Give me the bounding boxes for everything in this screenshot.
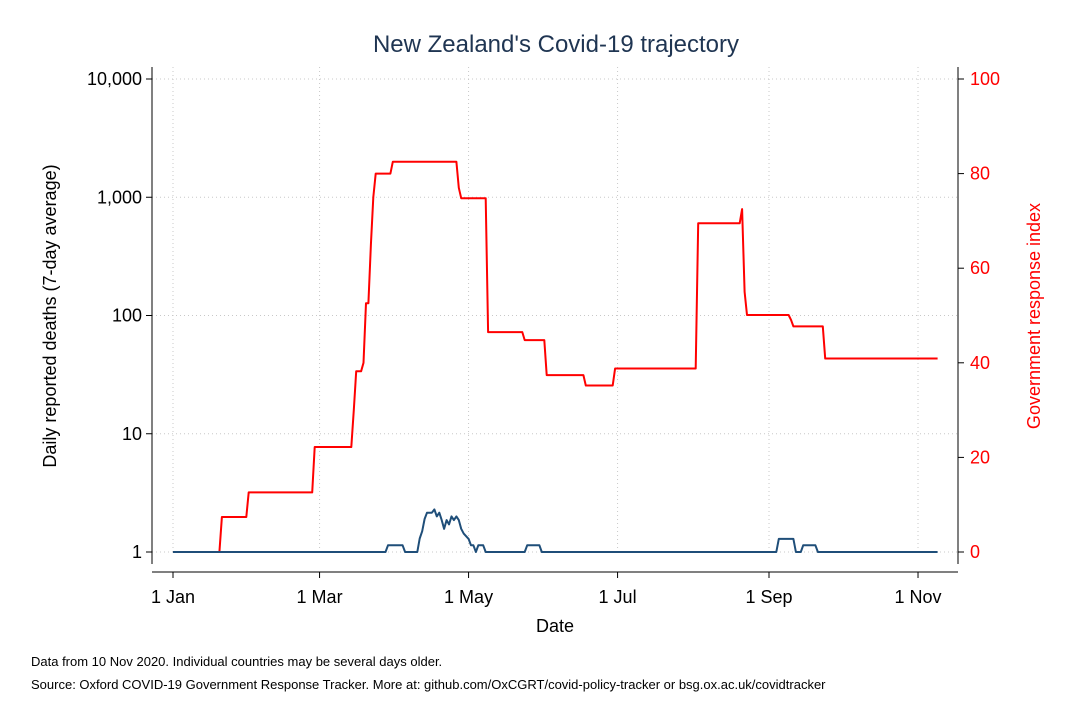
y-left-tick-label: 1,000 bbox=[97, 187, 142, 207]
y-axis-left-label: Daily reported deaths (7-day average) bbox=[40, 164, 60, 467]
x-tick-label: 1 Sep bbox=[745, 587, 792, 607]
x-tick-label: 1 Nov bbox=[895, 587, 942, 607]
series-lines bbox=[173, 160, 938, 553]
chart-title: New Zealand's Covid-19 trajectory bbox=[373, 31, 739, 58]
y-right-tick-label: 60 bbox=[970, 258, 990, 278]
x-tick-label: 1 Jan bbox=[151, 587, 195, 607]
source-note: Source: Oxford COVID-19 Government Respo… bbox=[31, 677, 826, 692]
y-right-tick-label: 20 bbox=[970, 447, 990, 467]
x-tick-label: 1 Mar bbox=[297, 587, 343, 607]
y-right-tick-label: 80 bbox=[970, 164, 990, 184]
y-right-tick-label: 100 bbox=[970, 69, 1000, 89]
y-left-tick-label: 10 bbox=[122, 424, 142, 444]
y-axis-right-label: Government response index bbox=[1024, 203, 1044, 429]
series-line-response-index bbox=[173, 160, 938, 553]
y-left-tick-label: 1 bbox=[132, 542, 142, 562]
y-right-tick-label: 0 bbox=[970, 542, 980, 562]
series-line-deaths bbox=[173, 508, 938, 553]
y-left-tick-label: 100 bbox=[112, 306, 142, 326]
data-date-note: Data from 10 Nov 2020. Individual countr… bbox=[31, 654, 443, 669]
x-axis-label: Date bbox=[536, 616, 574, 636]
y-left-tick-label: 10,000 bbox=[87, 69, 142, 89]
chart-svg: New Zealand's Covid-19 trajectory 1 10 100… bbox=[40, 31, 1044, 636]
axes: 1 10 100 1,000 10,000 0 20 40 60 80 100 1 Jan 1 Mar 1… bbox=[87, 67, 1000, 607]
y-right-tick-label: 40 bbox=[970, 353, 990, 373]
x-tick-label: 1 May bbox=[444, 587, 493, 607]
x-tick-label: 1 Jul bbox=[599, 587, 637, 607]
grid bbox=[152, 67, 958, 553]
